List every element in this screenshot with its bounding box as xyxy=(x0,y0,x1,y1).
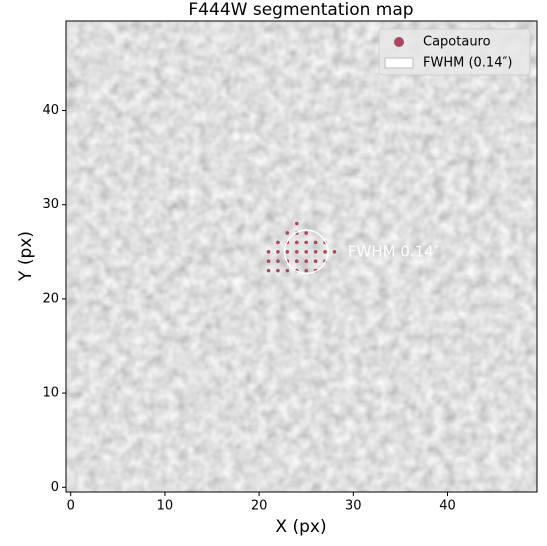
y-tick-label: 0 xyxy=(51,480,59,495)
segmentation-point xyxy=(313,249,318,254)
x-tick-label: 10 xyxy=(157,499,174,514)
segmentation-point xyxy=(304,249,309,254)
segmentation-point xyxy=(323,249,327,254)
segmentation-point xyxy=(285,249,290,254)
x-tick-label: 30 xyxy=(345,499,362,514)
segmentation-point xyxy=(276,259,280,264)
y-tick-label: 30 xyxy=(42,197,59,212)
segmentation-point xyxy=(313,240,318,245)
segmentation-point xyxy=(294,240,299,245)
segmentation-point xyxy=(304,231,309,235)
segmentation-point xyxy=(332,249,337,254)
segmentation-point xyxy=(285,268,290,273)
fwhm-circle xyxy=(283,229,329,275)
segmentation-point xyxy=(304,259,309,264)
y-tick-label: 10 xyxy=(42,386,59,401)
segmentation-point xyxy=(294,221,299,226)
y-tick-label: 40 xyxy=(42,103,59,118)
legend-box xyxy=(378,28,531,76)
segmentation-point xyxy=(266,249,271,254)
x-tick-label: 20 xyxy=(251,499,268,514)
segmentation-point xyxy=(266,268,271,273)
x-tick-label: 40 xyxy=(439,499,456,514)
legend-marker xyxy=(384,57,414,69)
fwhm-annotation: FWHM 0.14″ xyxy=(348,242,440,260)
segmentation-point xyxy=(266,259,271,264)
y-tick-label: 20 xyxy=(42,291,59,306)
plot-frame xyxy=(65,20,538,493)
segmentation-point xyxy=(276,240,280,245)
segmentation-point xyxy=(276,249,280,254)
segmentation-point xyxy=(304,240,309,245)
legend-label: FWHM (0.14″) xyxy=(423,56,512,71)
segmentation-point xyxy=(285,231,290,235)
segmentation-point xyxy=(304,268,309,273)
segmentation-point xyxy=(294,259,299,264)
y-axis-label: Y (px) xyxy=(16,231,36,282)
x-tick-label: 0 xyxy=(67,499,75,514)
legend-marker xyxy=(394,37,404,47)
chart-title: F444W segmentation map xyxy=(188,0,413,20)
image-background xyxy=(66,21,537,492)
plot-content xyxy=(266,221,337,275)
legend-label: Capotauro xyxy=(423,35,491,50)
x-axis-label: X (px) xyxy=(275,517,326,537)
segmentation-point xyxy=(313,259,318,264)
segmentation-point xyxy=(276,268,280,273)
segmentation-point xyxy=(294,249,299,254)
